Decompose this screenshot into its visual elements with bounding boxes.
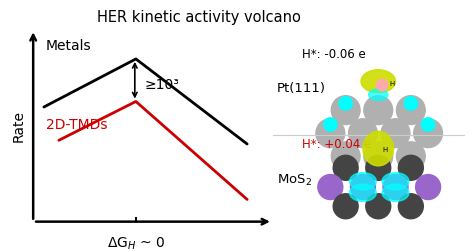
Circle shape <box>376 80 388 91</box>
Text: MoS$_2$: MoS$_2$ <box>277 172 311 187</box>
Circle shape <box>350 175 375 200</box>
Ellipse shape <box>382 173 409 190</box>
Text: H: H <box>390 81 395 87</box>
Circle shape <box>339 97 352 111</box>
Text: H*: +0.04 e: H*: +0.04 e <box>301 138 371 150</box>
Ellipse shape <box>363 132 393 166</box>
Circle shape <box>331 142 360 171</box>
Circle shape <box>396 96 425 125</box>
Ellipse shape <box>382 184 409 202</box>
Text: Rate: Rate <box>12 110 26 142</box>
Circle shape <box>364 96 392 125</box>
Text: Pt(111): Pt(111) <box>277 81 326 94</box>
Ellipse shape <box>349 173 376 190</box>
Text: HER kinetic activity volcano: HER kinetic activity volcano <box>97 10 301 25</box>
Ellipse shape <box>349 184 376 202</box>
Circle shape <box>396 142 425 171</box>
Circle shape <box>366 156 391 181</box>
Circle shape <box>398 194 423 219</box>
Circle shape <box>316 119 345 148</box>
Circle shape <box>383 175 408 200</box>
Circle shape <box>333 156 358 181</box>
Text: 2D-TMDs: 2D-TMDs <box>46 118 108 132</box>
Text: S: S <box>328 208 333 217</box>
Ellipse shape <box>361 71 395 93</box>
Circle shape <box>414 119 442 148</box>
Ellipse shape <box>369 90 388 101</box>
Circle shape <box>331 96 360 125</box>
Circle shape <box>398 156 423 181</box>
Text: $\Delta$G$_{H}$ ~ 0: $\Delta$G$_{H}$ ~ 0 <box>107 235 165 251</box>
Circle shape <box>318 175 343 200</box>
Text: Metals: Metals <box>46 38 91 52</box>
Circle shape <box>324 118 337 132</box>
Circle shape <box>404 97 418 111</box>
Circle shape <box>421 118 435 132</box>
Text: H*: -0.06 e: H*: -0.06 e <box>301 47 365 60</box>
Text: H: H <box>382 146 387 152</box>
Circle shape <box>348 119 377 148</box>
Text: ≥10³: ≥10³ <box>145 78 179 91</box>
Circle shape <box>381 119 410 148</box>
Circle shape <box>333 194 358 219</box>
Circle shape <box>364 142 392 171</box>
Circle shape <box>366 194 391 219</box>
Circle shape <box>416 175 440 200</box>
